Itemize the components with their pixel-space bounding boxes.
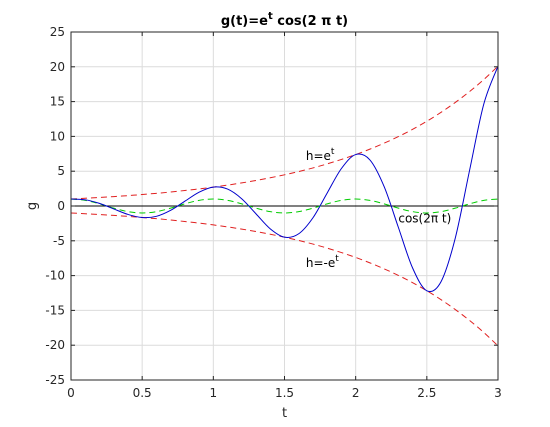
annotation-sup: t [335, 254, 339, 264]
y-tick-label: 5 [57, 164, 65, 178]
annotation-text: cos(2π t) [398, 212, 451, 226]
x-tick-label: 1.5 [275, 386, 294, 400]
y-tick-label: -20 [45, 338, 65, 352]
x-tick-label: 3 [494, 386, 502, 400]
y-tick-label: -25 [45, 373, 65, 387]
y-tick-label: 25 [50, 25, 65, 39]
series-line-pos-envelope [70, 65, 499, 200]
chart-title-main: g(t)=e [221, 14, 268, 29]
annotation-h-neg: h=-et [306, 254, 339, 270]
annotation-h-pos: h=et [306, 147, 335, 163]
axis-ticks: 0 0.5 1 1.5 2 2.5 3 -25 -20 -15 -10 -5 0 5 10 15 20 25 [45, 25, 501, 400]
annotation-cos-label: cos(2π t) [398, 212, 451, 226]
chart-title-sup: t [268, 11, 273, 22]
annotation-text: h=-e [306, 256, 335, 270]
y-tick-label: 15 [50, 95, 65, 109]
y-tick-label: -15 [45, 303, 65, 317]
x-tick-label: 0.5 [133, 386, 152, 400]
series-line-g [70, 65, 499, 293]
y-tick-label: -5 [53, 234, 65, 248]
chart-title: g(t)=et cos(2 π t) [221, 11, 348, 29]
chart-title-rest: cos(2 π t) [273, 14, 348, 29]
series-lines [70, 65, 499, 347]
x-tick-label: 2.5 [417, 386, 436, 400]
annotation-text: h=e [306, 149, 331, 163]
y-tick-label: 20 [50, 60, 65, 74]
y-axis-label: g [25, 202, 40, 210]
x-tick-label: 0 [67, 386, 75, 400]
x-tick-label: 1 [210, 386, 218, 400]
y-tick-label: 0 [57, 199, 65, 213]
y-tick-label: 10 [50, 129, 65, 143]
y-tick-label: -10 [45, 269, 65, 283]
x-axis-label: t [282, 406, 287, 421]
x-tick-label: 2 [352, 386, 360, 400]
annotation-sup: t [331, 147, 335, 157]
series-line-cos [70, 198, 499, 214]
